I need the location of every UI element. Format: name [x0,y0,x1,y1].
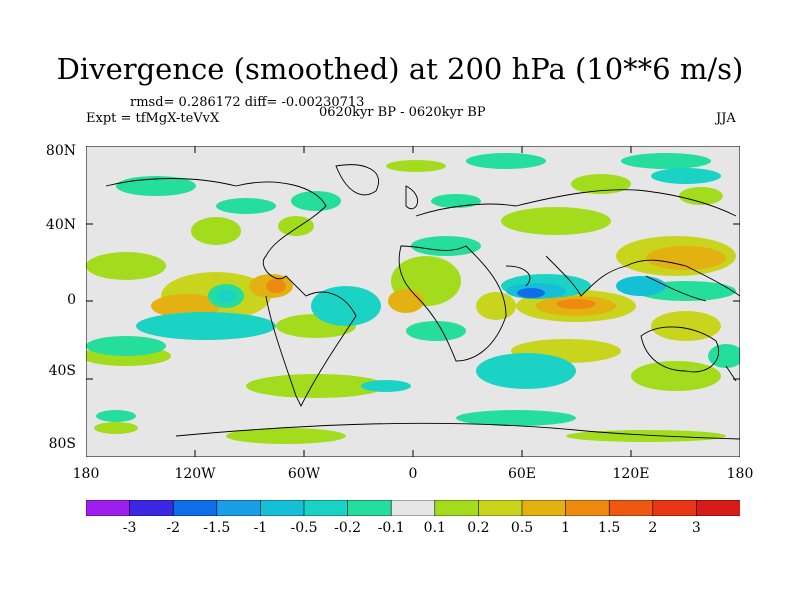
lat-label: 40N [45,217,76,233]
colorbar-swatch [303,500,349,516]
colorbar-label: 1 [561,520,571,536]
colorbar-label: -0.2 [334,520,362,536]
colorbar-swatch [216,500,262,516]
colorbar-label: -0.5 [290,520,318,536]
negative-anomalies [86,153,740,426]
colorbar-label: -2 [166,520,181,536]
colorbar-swatch [172,500,218,516]
map-svg [86,146,740,457]
colorbar-swatch [347,500,393,516]
colorbar-swatch [478,500,523,516]
lon-label: 180 [726,466,754,482]
lon-label: 0 [408,466,418,482]
colorbar-label: -3 [122,520,137,536]
lon-label: 180 [72,466,100,482]
lon-label: 120E [612,466,650,482]
colorbar-swatch [696,500,740,516]
colorbar-swatch [260,500,305,516]
lon-label: 60E [507,466,537,482]
lat-label: 40S [48,363,76,379]
experiment-label: Expt = tfMgX-teVvX [86,111,220,126]
colorbar-swatch [390,500,436,516]
colorbar-swatch [86,500,131,516]
colorbar-swatch [652,500,698,516]
lat-label: 80S [48,436,76,452]
lon-label: 120W [174,466,216,482]
colorbar-label: 1.5 [598,520,621,536]
colorbar-label: 0.2 [467,520,490,536]
lon-label: 60W [287,466,321,482]
coastlines [105,164,740,440]
colorbar-label: 0.1 [423,520,446,536]
lat-label: 80N [45,143,76,159]
axis-ticks [86,146,740,457]
colorbar-label: -1.5 [203,520,231,536]
lat-label: 0 [67,292,76,308]
colorbar-swatch [565,500,611,516]
colorbar-swatch [521,500,567,516]
map-panel [86,146,740,457]
season-label: JJA [716,111,736,126]
colorbar-label: -1 [253,520,268,536]
stats-label: rmsd= 0.286172 diff= -0.00230713 [130,95,365,110]
colorbar [86,500,740,516]
colorbar-label: -0.1 [377,520,405,536]
colorbar-swatch [608,500,654,516]
period-label: 0620kyr BP - 0620kyr BP [319,105,486,120]
colorbar-swatch [434,500,480,516]
colorbar-label: 0.5 [510,520,534,536]
colorbar-label: 3 [691,520,701,536]
colorbar-label: 2 [648,520,658,536]
colorbar-swatch [129,500,174,516]
plot-title: Divergence (smoothed) at 200 hPa (10**6 … [56,52,744,86]
colorbar-svg [86,500,740,516]
